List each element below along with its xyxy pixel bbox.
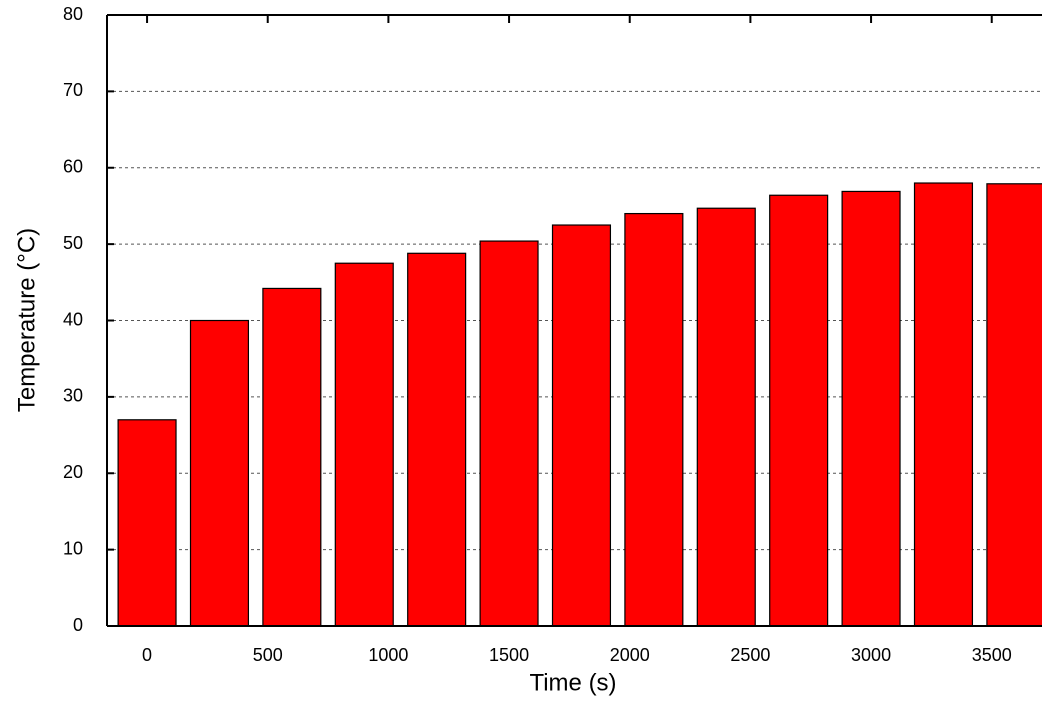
y-tick-label: 20 — [63, 462, 83, 482]
bar — [986, 183, 1042, 627]
y-tick-label: 70 — [63, 80, 83, 100]
bar — [913, 182, 974, 627]
x-tick-label: 2500 — [730, 645, 770, 665]
y-tick-label: 30 — [63, 386, 83, 406]
x-tick-label: 0 — [142, 645, 152, 665]
y-axis-label: Temperature (°C) — [13, 228, 40, 412]
x-tick-label: 1000 — [368, 645, 408, 665]
y-tick-label: 0 — [73, 615, 83, 635]
y-tick-label: 80 — [63, 4, 83, 24]
y-tick-label: 10 — [63, 538, 83, 558]
bar — [262, 287, 322, 627]
bar — [479, 240, 539, 627]
y-tick-label: 40 — [63, 309, 83, 329]
x-tick-label: 500 — [253, 645, 283, 665]
x-tick-label: 1500 — [489, 645, 529, 665]
bar — [334, 262, 394, 627]
bar — [551, 224, 612, 627]
y-tick-label: 60 — [63, 157, 83, 177]
bar — [624, 212, 684, 627]
x-tick-label: 3000 — [851, 645, 891, 665]
bar — [769, 194, 829, 627]
x-tick-label: 2000 — [610, 645, 650, 665]
x-tick-label: 3500 — [972, 645, 1012, 665]
bar — [407, 252, 467, 627]
bar — [696, 207, 756, 627]
x-axis-label: Time (s) — [529, 669, 616, 696]
y-tick-label: 50 — [63, 233, 83, 253]
bar — [117, 419, 177, 627]
bar — [841, 190, 901, 627]
bar — [189, 319, 250, 627]
